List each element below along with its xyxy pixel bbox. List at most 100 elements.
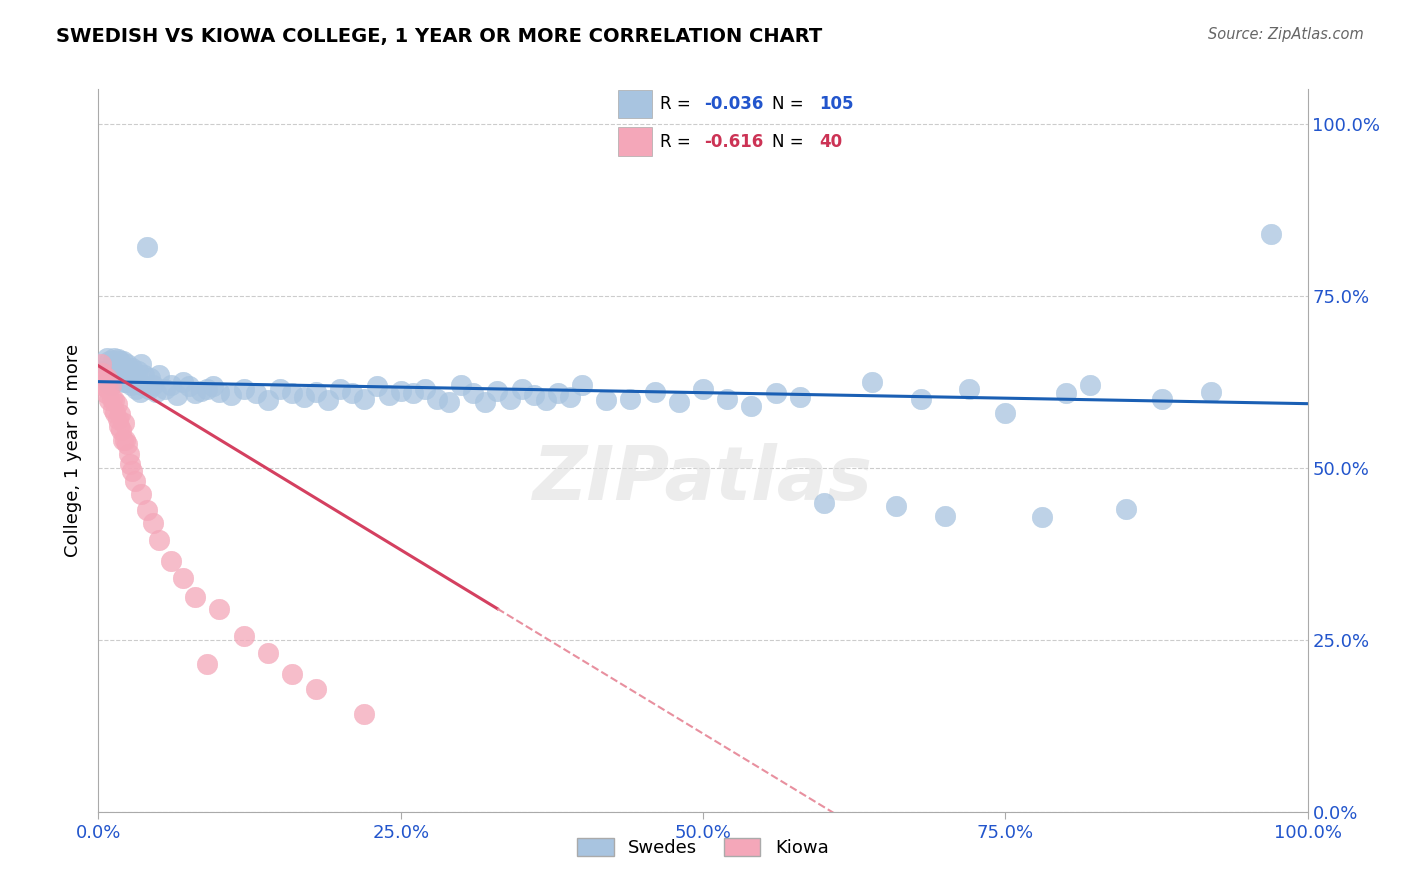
Point [860,375,883,389]
Point [571,378,593,392]
Text: R =: R = [659,133,696,151]
Point [94,386,117,401]
Point [232,629,254,643]
Point [101,354,124,368]
Text: 105: 105 [818,95,853,113]
Point [184,590,207,604]
Point [450,378,472,392]
Point [195,657,218,671]
Text: -0.616: -0.616 [704,133,763,151]
Point [107,412,129,426]
Point [93,368,115,382]
Point [103,393,125,408]
Point [402,386,425,401]
Point [131,378,153,392]
Point [120,378,142,392]
Point [190,384,212,398]
Point [208,384,231,399]
Point [172,571,194,585]
Point [353,706,375,721]
Point [474,395,496,409]
Point [104,406,127,420]
Point [108,371,131,385]
Bar [617,89,652,118]
Point [125,382,148,396]
Point [108,354,131,368]
Text: SWEDISH VS KIOWA COLLEGE, 1 YEAR OR MORE CORRELATION CHART: SWEDISH VS KIOWA COLLEGE, 1 YEAR OR MORE… [56,27,823,45]
Point [108,419,131,434]
Point [97,375,120,389]
Point [740,399,762,413]
Text: -0.036: -0.036 [704,95,763,113]
Point [202,379,225,393]
Point [765,386,787,401]
Point [112,416,135,430]
Point [118,368,141,382]
Point [523,388,546,402]
Point [413,382,436,396]
Point [108,407,131,421]
Point [1199,384,1222,399]
Point [127,364,149,378]
Point [90,364,112,378]
Point [498,392,520,406]
Point [111,354,134,368]
Point [105,397,128,411]
Point [353,392,375,406]
Point [342,386,364,401]
Point [232,382,254,396]
Point [910,392,932,406]
Point [329,382,352,396]
Point [142,516,165,530]
Point [110,364,132,378]
Point [668,395,690,409]
Point [100,378,122,392]
Point [115,375,138,389]
Point [305,682,328,697]
Point [142,378,165,392]
Point [107,351,129,366]
Point [547,386,569,401]
Point [281,667,304,681]
Point [486,384,509,398]
Point [105,358,128,372]
Text: R =: R = [659,95,696,113]
Point [121,360,143,375]
Point [135,240,157,254]
Point [1054,386,1077,401]
Point [97,382,120,396]
Point [139,371,162,385]
Legend: Swedes, Kiowa: Swedes, Kiowa [571,830,835,864]
Point [110,423,132,437]
Point [160,553,183,567]
Point [245,386,267,401]
Point [256,647,278,661]
Point [98,393,121,408]
Point [100,360,122,375]
Point [1031,510,1053,524]
Point [121,464,143,478]
Text: N =: N = [772,95,810,113]
Point [127,375,149,389]
Point [389,384,412,398]
Point [1078,378,1101,392]
Point [292,391,315,405]
Point [114,433,136,447]
Point [104,359,127,373]
Point [994,406,1017,420]
Point [510,382,533,396]
Point [692,382,714,396]
Point [789,391,811,405]
Point [269,382,291,396]
Point [103,351,125,365]
Point [281,386,304,401]
Point [117,358,139,372]
Point [134,368,156,382]
Point [91,375,114,389]
Point [114,364,136,378]
Point [108,360,131,375]
Point [91,366,114,380]
Point [90,358,112,372]
Point [195,382,218,396]
Point [221,388,243,402]
